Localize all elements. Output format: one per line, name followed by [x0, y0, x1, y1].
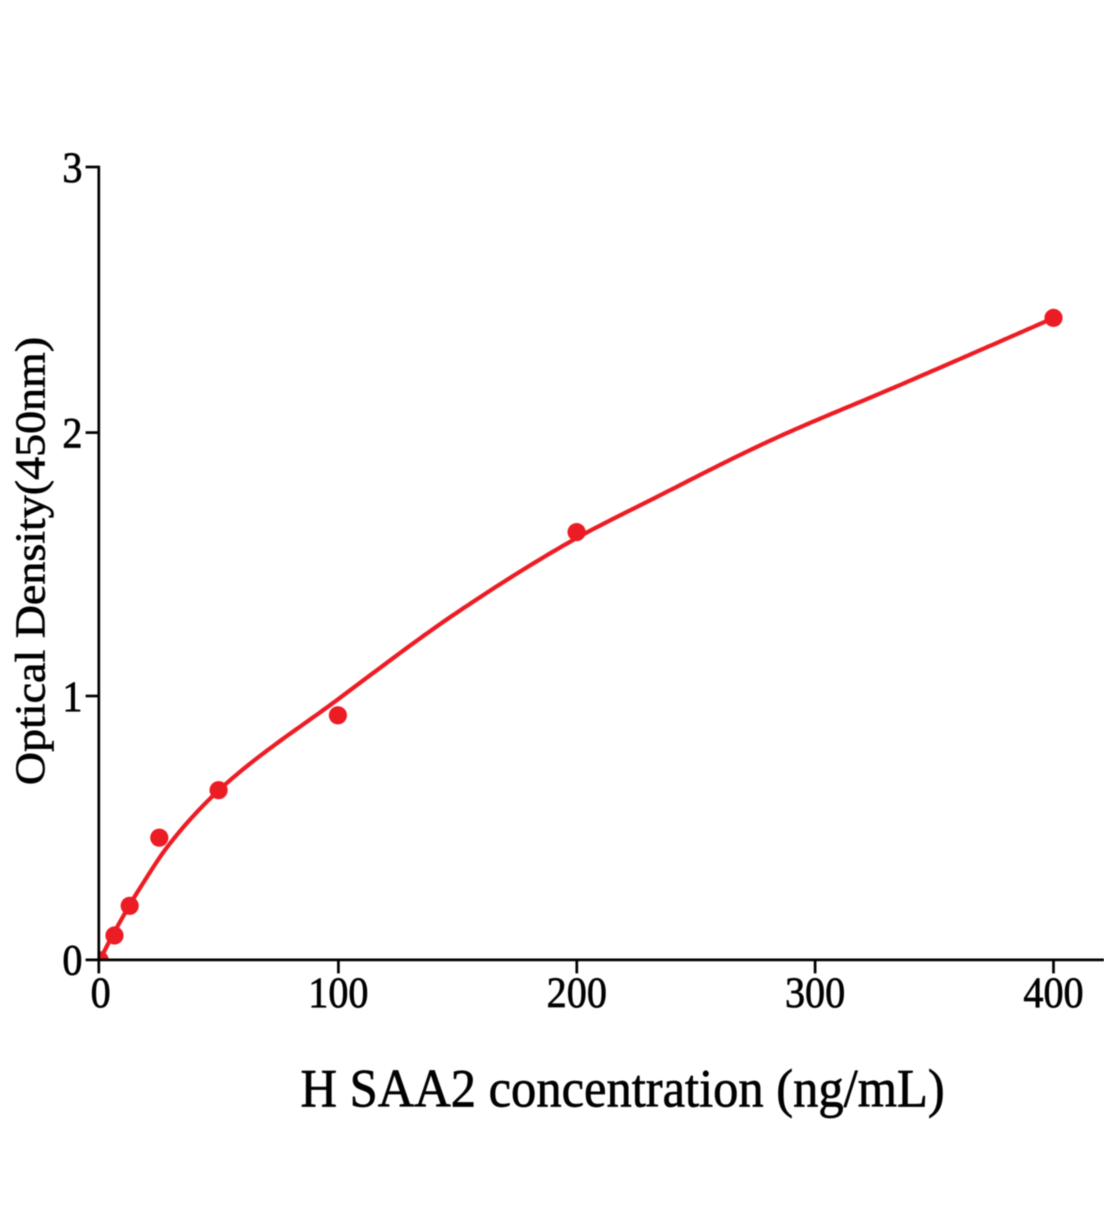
- svg-text:H SAA2 concentration (ng/mL): H SAA2 concentration (ng/mL): [300, 1059, 944, 1119]
- svg-text:2: 2: [62, 410, 82, 458]
- svg-text:400: 400: [1023, 970, 1083, 1018]
- svg-text:0: 0: [62, 937, 82, 985]
- svg-text:Optical Density(450nm): Optical Density(450nm): [6, 337, 54, 785]
- svg-text:3: 3: [62, 145, 82, 193]
- svg-text:100: 100: [308, 970, 368, 1018]
- svg-text:0: 0: [91, 970, 111, 1018]
- svg-text:300: 300: [785, 970, 845, 1018]
- svg-text:1: 1: [62, 674, 82, 722]
- svg-text:200: 200: [547, 970, 607, 1018]
